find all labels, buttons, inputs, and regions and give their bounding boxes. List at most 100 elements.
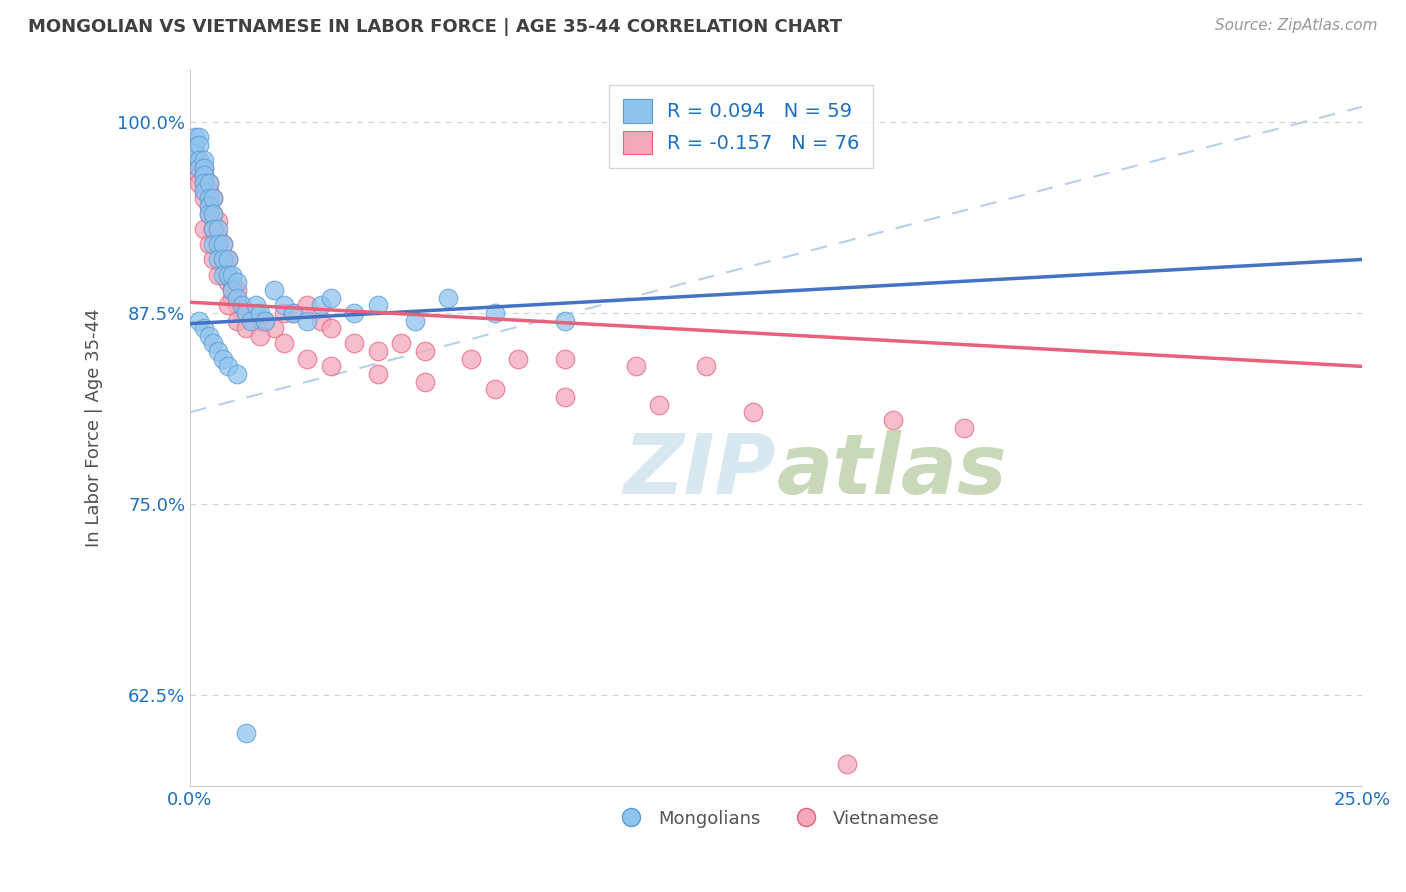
Point bbox=[202, 222, 225, 236]
Point bbox=[953, 420, 976, 434]
Point bbox=[648, 398, 671, 412]
Point bbox=[508, 351, 530, 366]
Point bbox=[202, 222, 225, 236]
Point bbox=[882, 413, 904, 427]
Text: MONGOLIAN VS VIETNAMESE IN LABOR FORCE | AGE 35-44 CORRELATION CHART: MONGOLIAN VS VIETNAMESE IN LABOR FORCE |… bbox=[28, 18, 842, 36]
Point bbox=[202, 207, 225, 221]
Point bbox=[741, 405, 763, 419]
Point bbox=[202, 252, 225, 267]
Point bbox=[235, 306, 257, 320]
Point bbox=[198, 191, 221, 205]
Point bbox=[188, 153, 211, 168]
Point bbox=[221, 291, 243, 305]
Point bbox=[367, 298, 389, 312]
Point bbox=[695, 359, 717, 374]
Point bbox=[249, 329, 271, 343]
Point bbox=[263, 283, 285, 297]
Text: Source: ZipAtlas.com: Source: ZipAtlas.com bbox=[1215, 18, 1378, 33]
Point bbox=[245, 298, 267, 312]
Point bbox=[198, 176, 221, 190]
Point bbox=[207, 237, 229, 252]
Point bbox=[184, 145, 207, 160]
Point bbox=[319, 291, 342, 305]
Point bbox=[404, 313, 426, 327]
Legend: Mongolians, Vietnamese: Mongolians, Vietnamese bbox=[606, 803, 946, 835]
Point bbox=[217, 298, 239, 312]
Point bbox=[198, 176, 221, 190]
Point bbox=[254, 313, 277, 327]
Point bbox=[198, 207, 221, 221]
Point bbox=[193, 169, 215, 183]
Point bbox=[202, 237, 225, 252]
Point bbox=[217, 268, 239, 282]
Point bbox=[184, 137, 207, 152]
Point bbox=[221, 283, 243, 297]
Point bbox=[297, 351, 319, 366]
Point bbox=[193, 184, 215, 198]
Point bbox=[207, 214, 229, 228]
Point bbox=[207, 229, 229, 244]
Point bbox=[226, 291, 249, 305]
Point bbox=[212, 237, 235, 252]
Point bbox=[212, 252, 235, 267]
Point bbox=[188, 176, 211, 190]
Point bbox=[226, 276, 249, 290]
Point bbox=[188, 137, 211, 152]
Point bbox=[235, 726, 257, 740]
Point bbox=[311, 298, 333, 312]
Point bbox=[484, 382, 506, 396]
Point bbox=[319, 359, 342, 374]
Point bbox=[235, 306, 257, 320]
Point bbox=[207, 268, 229, 282]
Point bbox=[188, 153, 211, 168]
Point bbox=[188, 313, 211, 327]
Point bbox=[188, 169, 211, 183]
Point bbox=[273, 298, 295, 312]
Point bbox=[207, 252, 229, 267]
Point bbox=[217, 359, 239, 374]
Point bbox=[283, 306, 305, 320]
Point bbox=[193, 184, 215, 198]
Point bbox=[217, 276, 239, 290]
Point bbox=[835, 756, 858, 771]
Point bbox=[188, 161, 211, 175]
Point bbox=[198, 199, 221, 213]
Point bbox=[198, 184, 221, 198]
Point bbox=[221, 268, 243, 282]
Point bbox=[207, 222, 229, 236]
Point bbox=[460, 351, 482, 366]
Point bbox=[343, 306, 366, 320]
Point bbox=[311, 313, 333, 327]
Text: atlas: atlas bbox=[776, 430, 1007, 511]
Point bbox=[231, 306, 253, 320]
Point bbox=[202, 191, 225, 205]
Point bbox=[202, 222, 225, 236]
Point bbox=[188, 130, 211, 145]
Point bbox=[221, 276, 243, 290]
Point bbox=[554, 313, 576, 327]
Point bbox=[217, 268, 239, 282]
Point bbox=[240, 313, 263, 327]
Point bbox=[212, 237, 235, 252]
Point bbox=[240, 313, 263, 327]
Point bbox=[193, 176, 215, 190]
Point bbox=[249, 313, 271, 327]
Point bbox=[343, 336, 366, 351]
Point bbox=[207, 344, 229, 359]
Point bbox=[193, 191, 215, 205]
Point bbox=[221, 283, 243, 297]
Text: ZIP: ZIP bbox=[624, 430, 776, 511]
Point bbox=[188, 161, 211, 175]
Point bbox=[367, 367, 389, 381]
Point bbox=[184, 145, 207, 160]
Point bbox=[198, 207, 221, 221]
Point bbox=[413, 344, 436, 359]
Point bbox=[198, 329, 221, 343]
Point bbox=[226, 283, 249, 297]
Point bbox=[273, 336, 295, 351]
Point bbox=[389, 336, 412, 351]
Point bbox=[212, 260, 235, 274]
Point bbox=[212, 268, 235, 282]
Point bbox=[283, 306, 305, 320]
Point bbox=[212, 252, 235, 267]
